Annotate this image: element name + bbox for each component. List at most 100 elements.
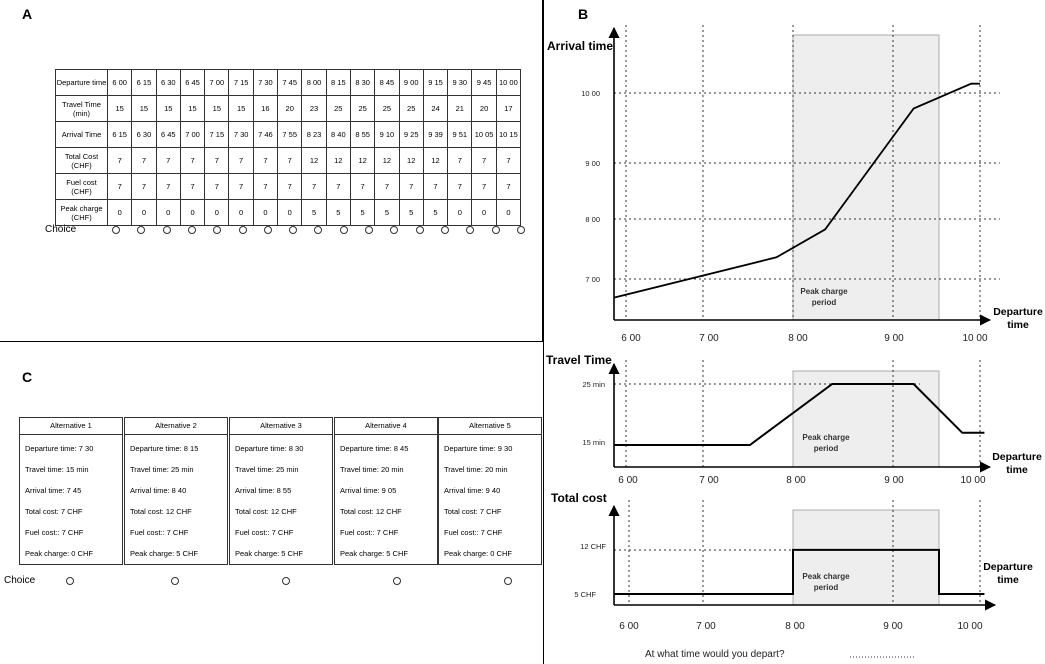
table-cell: 15 [179, 95, 206, 122]
x-tick-label: 9 00 [883, 621, 903, 632]
choice-radio[interactable] [289, 226, 298, 234]
table-cell: 9 10 [374, 121, 400, 148]
alternative-radio[interactable] [171, 577, 179, 585]
alternative-card: Alternative 1 Departure time: 7 30 Travel … [19, 417, 123, 565]
choice-radio[interactable] [187, 226, 196, 234]
choice-radio[interactable] [339, 226, 348, 234]
departure-label: Departure [983, 561, 1033, 573]
x-tick-label: 10 00 [962, 333, 987, 344]
x-tick-label: 7 00 [699, 475, 719, 486]
alternative-attribute: Fuel cost:: 7 CHF [130, 528, 189, 537]
alternative-card: Alternative 3 Departure time: 8 30 Travel … [229, 417, 333, 565]
alternative-attribute: Travel time: 25 min [130, 465, 194, 474]
y-tick-label: 25 min [582, 380, 605, 389]
choice-radio[interactable] [263, 226, 272, 234]
table-cell: 10 05 [471, 121, 497, 148]
table-cell: 12 [349, 147, 376, 174]
alternative-attribute: Total cost: 12 CHF [235, 507, 297, 516]
alternative-attribute: Arrival time: 9 40 [444, 486, 501, 495]
x-tick-label: 9 00 [884, 475, 904, 486]
panel-c-letter: C [22, 369, 33, 385]
choice-radio[interactable] [112, 226, 120, 234]
table-cell: 0 [252, 199, 279, 226]
choice-radio[interactable] [137, 226, 146, 234]
alternative-radio[interactable] [282, 577, 290, 585]
table-cell: 24 [422, 95, 449, 122]
x-tick-label: 8 00 [788, 333, 808, 344]
table-row: Peak charge (CHF) 0 0 0 0 0 0 0 0 5 5 5 5 5 5 0 0 0 [55, 199, 522, 226]
table-cell: 7 [179, 173, 206, 200]
x-tick-label: 10 00 [960, 475, 985, 486]
y-tick-label: 10 00 [581, 89, 600, 98]
choice-radio[interactable] [314, 226, 323, 234]
departure-label: Departure [992, 451, 1042, 463]
alternative-card: Alternative 5 Departure time: 9 30 Travel … [438, 417, 542, 565]
alternative-title: Alternative 4 [335, 418, 437, 435]
question-text: At what time would you depart? [645, 649, 785, 660]
x-tick-label: 10 00 [957, 621, 982, 632]
alternative-attribute: Peak charge: 0 CHF [444, 549, 512, 558]
departure-label: time [1006, 464, 1028, 476]
peak-region-arrival [792, 34, 940, 321]
choice-radio[interactable] [390, 226, 399, 234]
table-cell: 7 [398, 173, 424, 200]
alternative-attribute: Travel time: 15 min [25, 465, 89, 474]
table-cell: 9 15 [422, 69, 449, 96]
table-cell: 8 00 [301, 69, 327, 96]
axes [608, 26, 997, 611]
peak-label: period [814, 444, 839, 453]
choice-radio[interactable] [466, 226, 475, 234]
choice-radio[interactable] [491, 226, 500, 234]
y-tick-label: 7 00 [585, 275, 600, 284]
table-cell: 5 [301, 199, 327, 226]
table-cell: 15 [106, 95, 133, 122]
x-tick-label: 6 00 [618, 475, 638, 486]
alternative-attribute: Arrival time: 9 05 [340, 486, 397, 495]
choice-radio[interactable] [516, 226, 525, 234]
table-cell: 0 [471, 199, 497, 226]
alternative-attribute: Arrival time: 8 55 [235, 486, 292, 495]
choice-radio[interactable] [440, 226, 449, 234]
alternative-radio[interactable] [66, 577, 74, 585]
peak-labels: Peak charge period Peak charge period Peak c… [800, 287, 850, 592]
table-cell: 7 00 [179, 121, 206, 148]
alternative-attribute: Arrival time: 8 40 [130, 486, 187, 495]
panel-a-letter: A [22, 6, 33, 22]
table-cell: 20 [277, 95, 303, 122]
panel-b-border [543, 0, 1045, 664]
table-cell: 5 [349, 199, 376, 226]
x-tick-label: 8 00 [785, 621, 805, 632]
choice-radio[interactable] [162, 226, 171, 234]
table-cell: 0 [277, 199, 303, 226]
alternative-radio[interactable] [504, 577, 512, 585]
choice-radio[interactable] [213, 226, 222, 234]
table-cell: 7 46 [252, 121, 279, 148]
y-tick-label: 9 00 [585, 159, 600, 168]
table-cell: 5 [422, 199, 449, 226]
x-tick-label: 6 00 [619, 621, 639, 632]
alternative-attribute: Total cost: 7 CHF [25, 507, 83, 516]
x-tick-label: 9 00 [884, 333, 904, 344]
alternative-card: Alternative 2 Departure time: 8 15 Travel … [124, 417, 228, 565]
row-header: Peak charge (CHF) [55, 199, 108, 226]
alternative-attribute: Travel time: 20 min [340, 465, 404, 474]
choice-radio[interactable] [415, 226, 424, 234]
choice-label-c: Choice [4, 575, 36, 586]
panel-b-letter: B [578, 6, 589, 22]
alternative-attribute: Departure time: 7 30 [25, 444, 94, 453]
panel-a-border [0, 0, 543, 342]
y-tick-label: 5 CHF [574, 590, 596, 599]
choice-radio[interactable] [365, 226, 373, 234]
alternative-radio[interactable] [393, 577, 401, 585]
y-tick-label: 8 00 [585, 215, 600, 224]
choice-radio[interactable] [238, 226, 247, 234]
table-cell: 8 23 [301, 121, 327, 148]
choice-table: Departure time 6 00 6 15 6 30 6 45 7 00 7 15 7 … [55, 69, 522, 226]
alternative-attribute: Total cost: 12 CHF [130, 507, 192, 516]
alternative-title: Alternative 5 [439, 418, 541, 435]
alternative-title: Alternative 2 [125, 418, 227, 435]
table-cell: 7 [301, 173, 327, 200]
arrival-line [613, 82, 980, 299]
alternative-attribute: Fuel cost:: 7 CHF [444, 528, 503, 537]
